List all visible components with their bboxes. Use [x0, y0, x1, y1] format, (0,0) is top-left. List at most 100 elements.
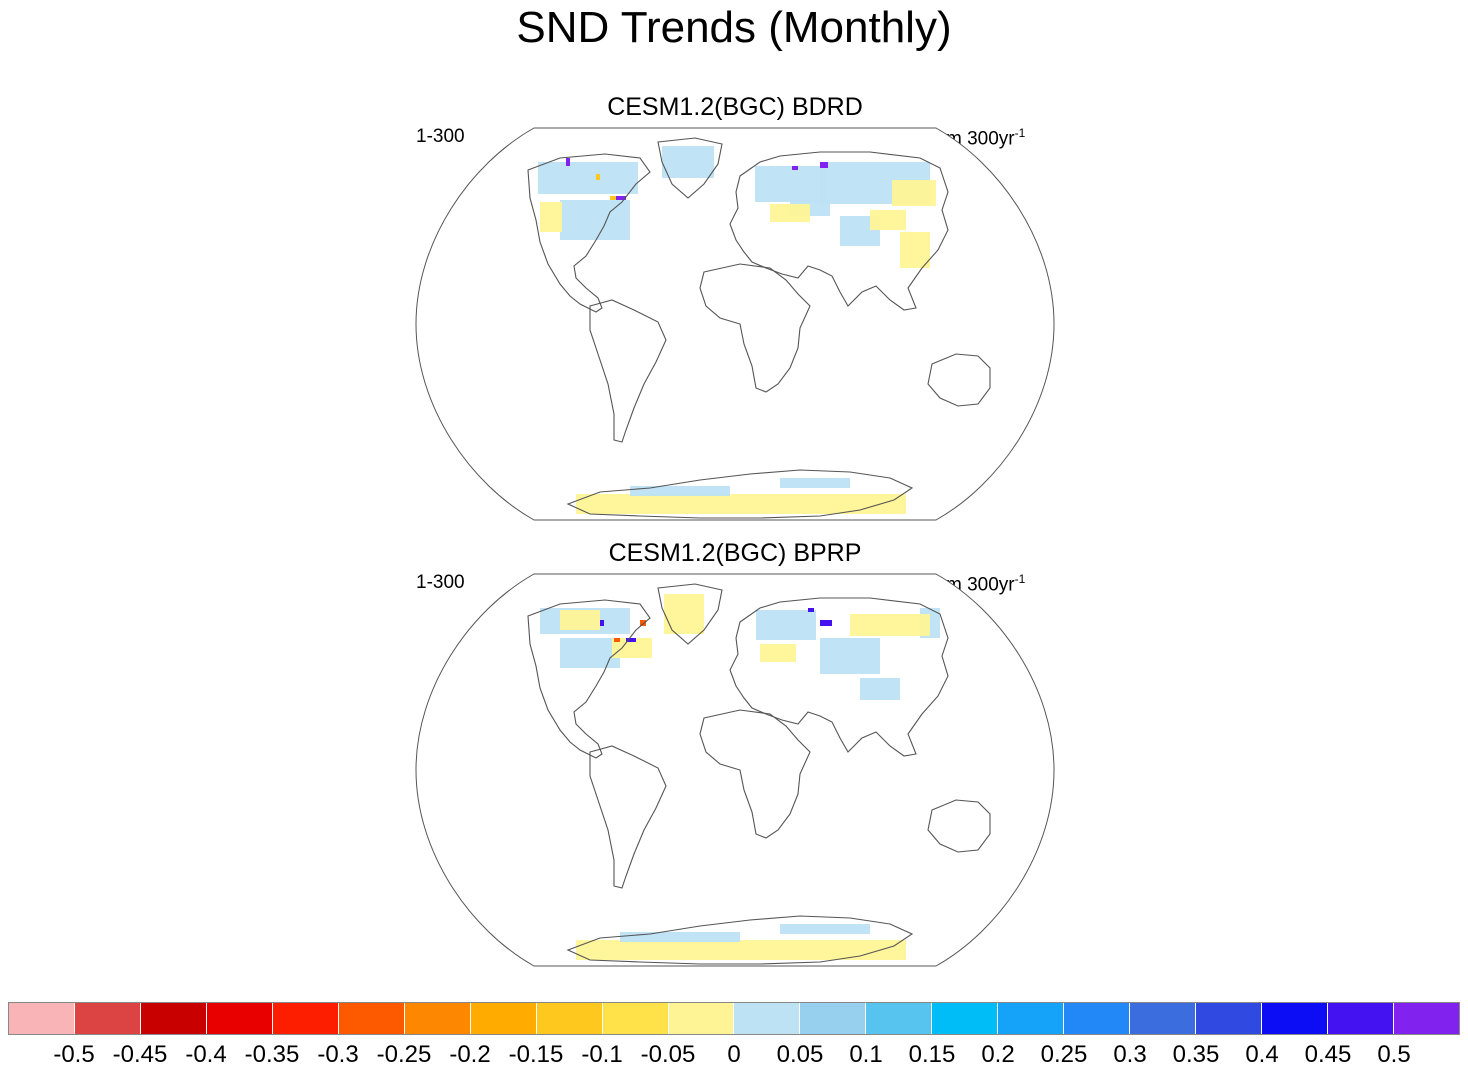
- colorbar-tick-label: 0.25: [1040, 1041, 1088, 1068]
- colorbar-tick-label: 0.05: [776, 1041, 824, 1068]
- colorbar-tick-label: 0.2: [981, 1041, 1015, 1068]
- coastline: [589, 299, 667, 443]
- colorbar-box: [998, 1003, 1065, 1034]
- period-label: 1-300: [416, 126, 465, 147]
- trend-patch: [770, 204, 810, 222]
- colorbar-box: [74, 1003, 141, 1034]
- trend-hotspot: [626, 638, 636, 642]
- colorbar-box: [800, 1003, 867, 1034]
- colorbar-tick-label: -0.35: [244, 1041, 300, 1068]
- panel-title: CESM1.2(BGC) BPRP: [608, 539, 862, 567]
- colorbar-tick-label: 0.45: [1304, 1041, 1352, 1068]
- trend-patch: [755, 166, 825, 202]
- map-boundary: [415, 127, 1055, 521]
- trend-patch: [576, 494, 906, 514]
- trend-patch: [620, 932, 740, 942]
- colorbar-tick-label: 0.3: [1113, 1041, 1147, 1068]
- colorbar-box: [140, 1003, 207, 1034]
- trend-hotspot: [596, 174, 600, 180]
- world-map: [415, 573, 1055, 967]
- colorbar-box: [602, 1003, 669, 1034]
- trend-patch: [756, 610, 816, 640]
- period-label: 1-300: [416, 572, 465, 593]
- colorbar-tick-label: -0.3: [317, 1041, 359, 1068]
- trend-hotspot: [610, 196, 616, 200]
- colorbar-box: [866, 1003, 933, 1034]
- trend-patch: [576, 940, 906, 960]
- colorbar-box: [1328, 1003, 1395, 1034]
- trend-hotspot: [808, 608, 814, 612]
- colorbar-box: [1196, 1003, 1263, 1034]
- colorbar-tick-label: 0.4: [1245, 1041, 1279, 1068]
- trend-patch: [560, 638, 620, 668]
- colorbar-box: [338, 1003, 405, 1034]
- colorbar: [8, 1002, 1460, 1035]
- trend-patch: [560, 200, 630, 240]
- coastline: [589, 745, 667, 889]
- trend-patch: [630, 486, 730, 496]
- colorbar-box: [404, 1003, 471, 1034]
- trend-hotspot: [566, 158, 570, 166]
- trend-patch: [664, 594, 704, 634]
- colorbar-tick-label: -0.4: [185, 1041, 227, 1068]
- map-panel-bprp: CESM1.2(BGC) BPRP 1-300 m 300yr-1: [400, 538, 1070, 978]
- figure-title: SND Trends (Monthly): [516, 3, 952, 52]
- trend-patch: [780, 478, 850, 488]
- coastline: [657, 583, 723, 645]
- colorbar-tick-label: -0.2: [449, 1041, 491, 1068]
- colorbar-box: [734, 1003, 801, 1034]
- coastline: [527, 153, 651, 313]
- colorbar-box: [1064, 1003, 1131, 1034]
- colorbar-box: [206, 1003, 273, 1034]
- trend-patch: [560, 610, 600, 630]
- colorbar-tick-label: 0.1: [849, 1041, 883, 1068]
- colorbar-box: [536, 1003, 603, 1034]
- colorbar-tick-label: -0.25: [376, 1041, 432, 1068]
- world-map: [415, 127, 1055, 521]
- trend-hotspot: [600, 620, 604, 626]
- colorbar-box: [668, 1003, 735, 1034]
- trend-hotspot: [640, 620, 646, 626]
- coastline: [729, 151, 949, 311]
- colorbar-box: [1394, 1003, 1459, 1034]
- trend-patch: [540, 202, 562, 232]
- trend-patch: [662, 146, 714, 178]
- colorbar-tick-label: -0.45: [112, 1041, 168, 1068]
- coastline: [699, 709, 811, 839]
- trend-patch: [760, 644, 796, 662]
- coastline: [927, 353, 991, 407]
- map-boundary: [415, 573, 1055, 967]
- colorbar-tick-label: 0: [727, 1041, 741, 1068]
- trend-patch: [612, 638, 652, 658]
- colorbar-box: [9, 1003, 75, 1034]
- coastline: [566, 915, 914, 965]
- trend-patch: [538, 162, 638, 194]
- panel-title: CESM1.2(BGC) BDRD: [607, 93, 863, 121]
- colorbar-box: [1130, 1003, 1197, 1034]
- trend-patch: [780, 924, 870, 934]
- units-label: m 300yr-1: [946, 126, 1026, 150]
- colorbar-box: [932, 1003, 999, 1034]
- map-layers: [416, 574, 1054, 966]
- trend-patch: [860, 678, 900, 700]
- trend-patch: [870, 210, 906, 230]
- trend-patch: [892, 180, 936, 206]
- colorbar-tick-label: 0.15: [908, 1041, 956, 1068]
- trend-patch: [820, 638, 880, 674]
- coastline: [927, 799, 991, 853]
- colorbar-tick-label: -0.05: [640, 1041, 696, 1068]
- trend-hotspot: [792, 166, 798, 170]
- colorbar-box: [272, 1003, 339, 1034]
- trend-hotspot: [616, 196, 626, 200]
- trend-hotspot: [614, 638, 620, 642]
- colorbar-tick-label: -0.15: [508, 1041, 564, 1068]
- trend-hotspot: [820, 162, 828, 168]
- colorbar-box: [470, 1003, 537, 1034]
- colorbar-box: [1262, 1003, 1329, 1034]
- coastline: [657, 137, 723, 199]
- colorbar-tick-label: -0.1: [581, 1041, 623, 1068]
- coastline: [527, 599, 651, 759]
- colorbar-labels: -0.5 -0.45 -0.4 -0.35 -0.3 -0.25 -0.2 -0.15 -0.1…: [0, 1040, 1468, 1074]
- map-layers: [416, 128, 1054, 520]
- coastline: [729, 597, 949, 757]
